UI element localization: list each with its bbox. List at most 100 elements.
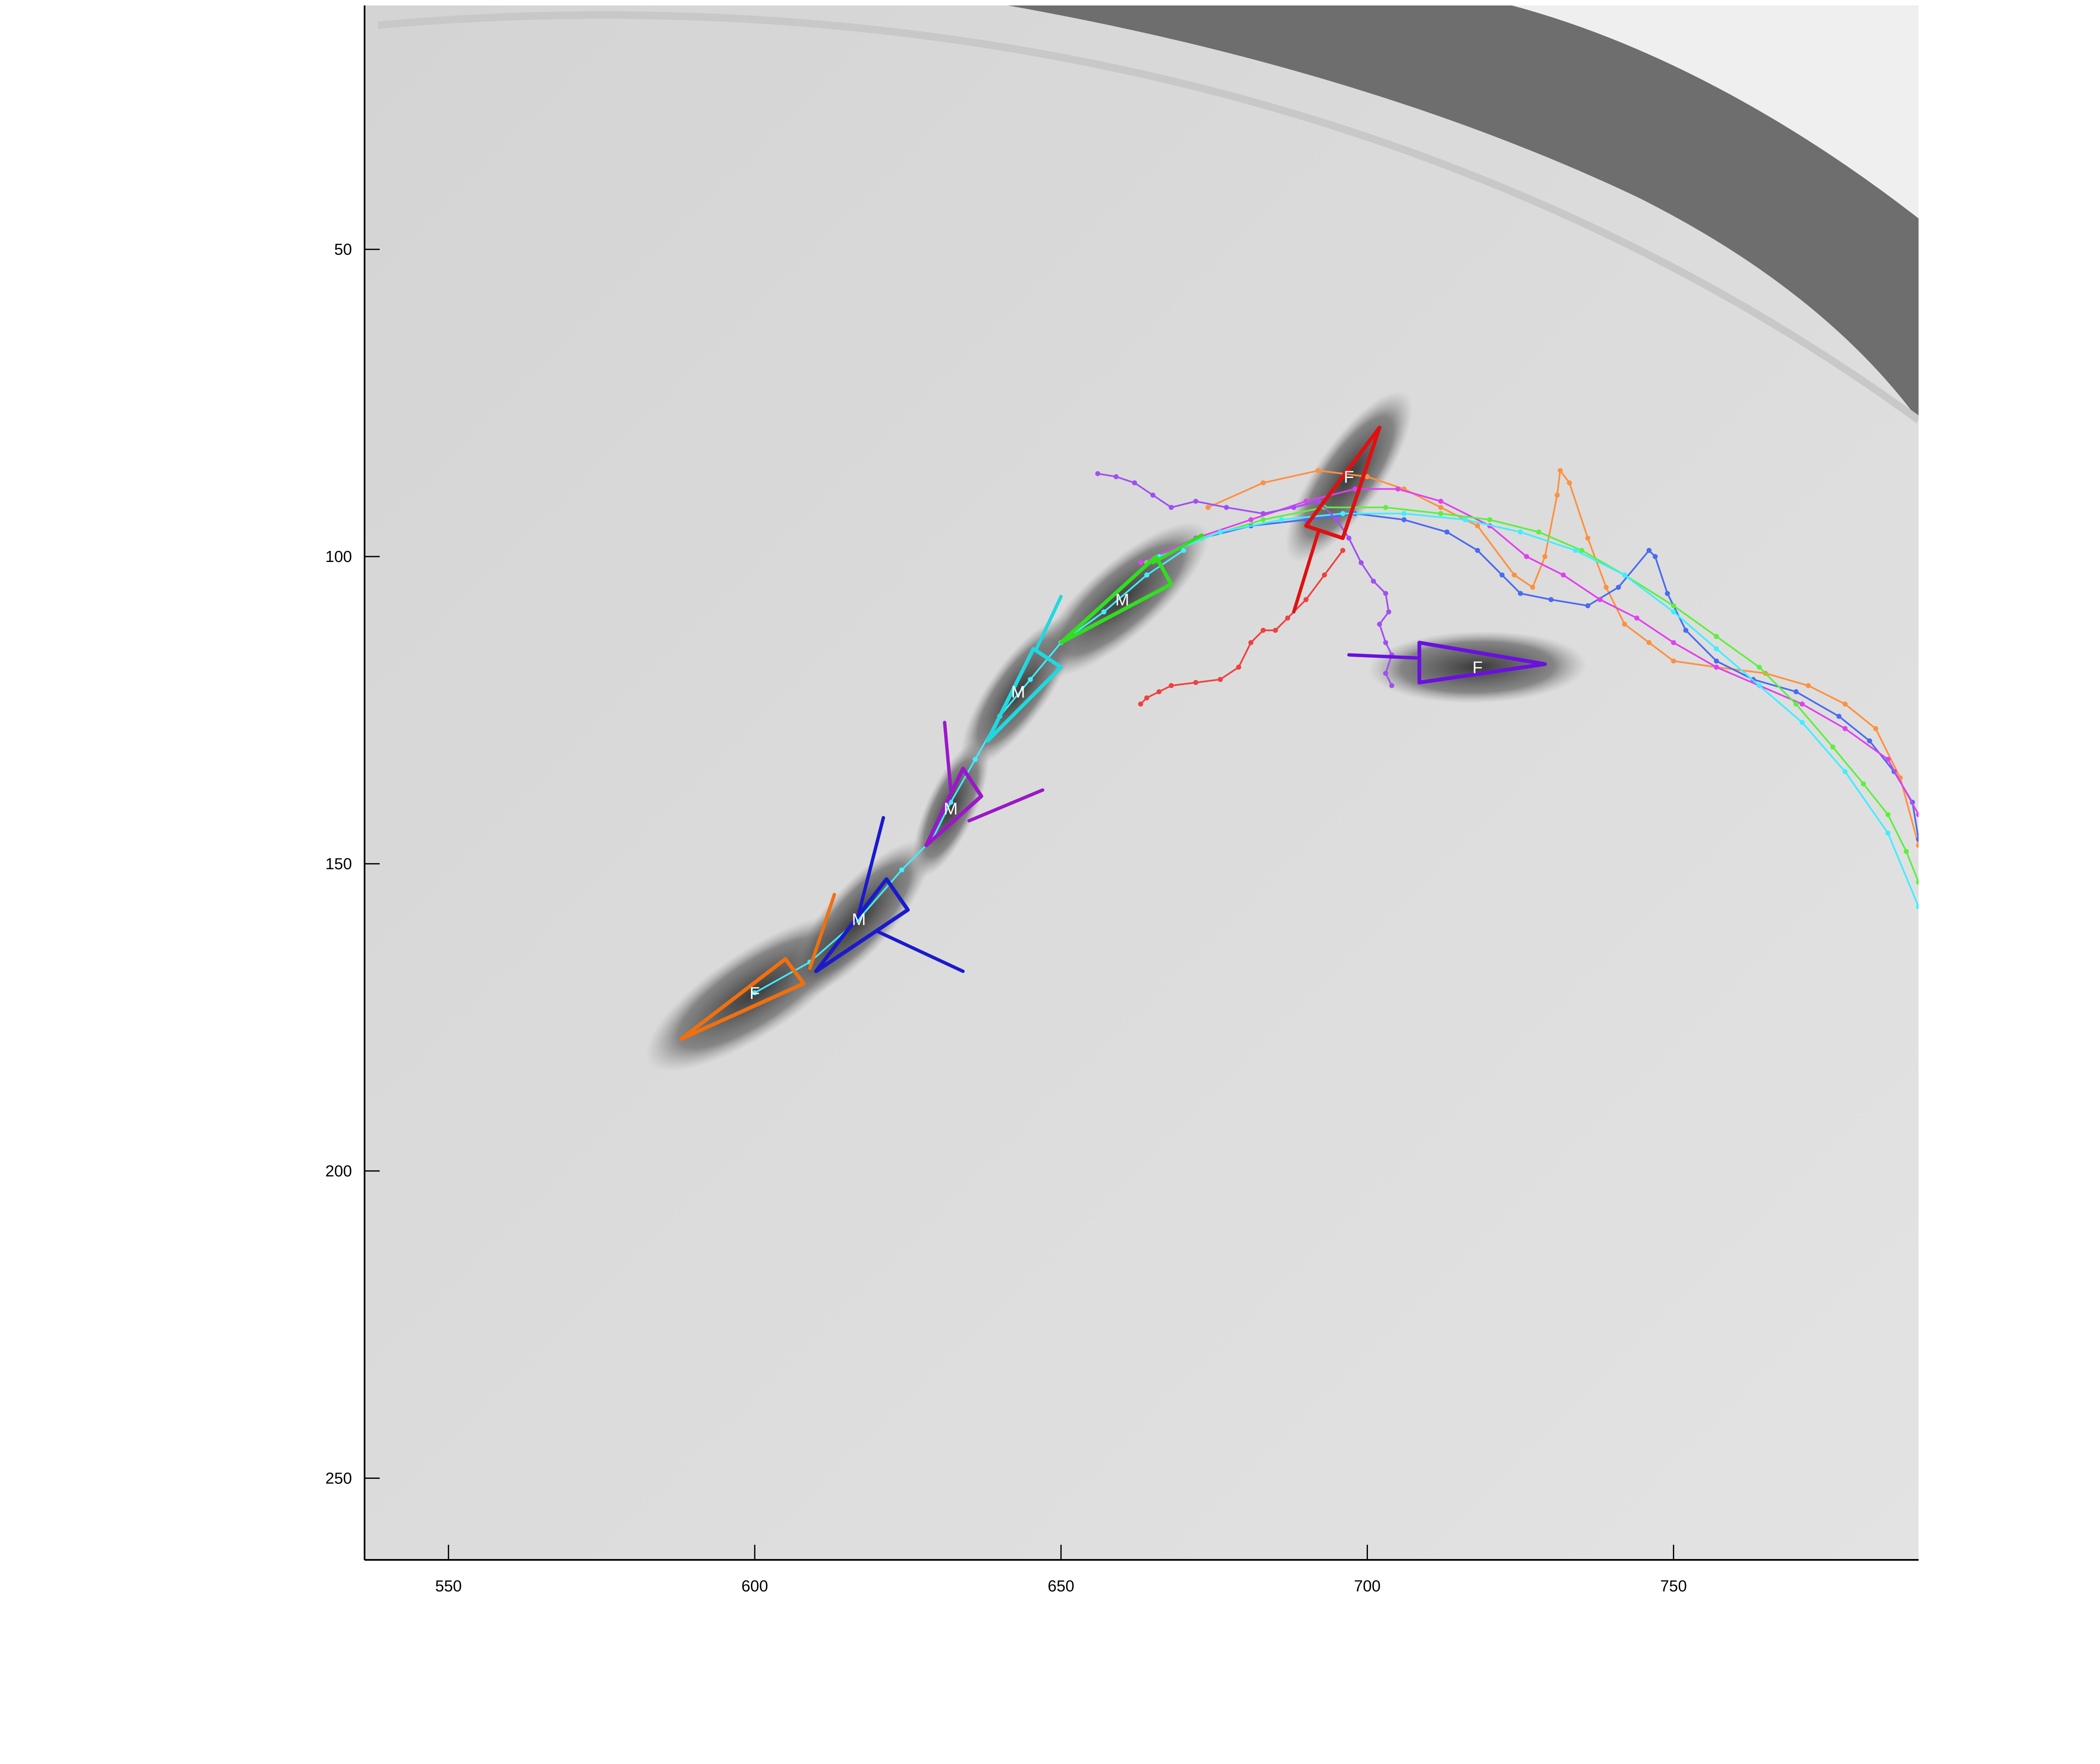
trajectory-point: [1395, 486, 1401, 492]
trajectory-point: [1799, 720, 1805, 725]
fly-sex-label: F: [750, 984, 760, 1003]
trajectory-point: [1916, 904, 1919, 909]
trajectory-point: [1579, 548, 1584, 553]
trajectory-point: [1383, 591, 1389, 596]
fly-wing-line: [857, 816, 885, 915]
fly-wing-line: [875, 929, 965, 973]
trajectory-point: [1916, 879, 1919, 885]
trajectory-point: [1548, 597, 1554, 602]
trajectory-point: [1861, 781, 1866, 787]
x-ticks: 550 600 650 700 750: [435, 1545, 1687, 1595]
fly-sex-label: M: [1011, 683, 1025, 701]
trajectory-point: [1168, 683, 1174, 688]
trajectory-point: [1499, 572, 1505, 578]
trajectory-point: [1340, 511, 1346, 516]
trajectory-point: [1671, 640, 1676, 645]
trajectory-point: [1512, 572, 1517, 578]
trajectory-point: [1585, 536, 1591, 541]
trajectory-point: [1714, 664, 1719, 670]
trajectory-point: [1377, 622, 1382, 627]
trajectory-point: [1236, 664, 1242, 670]
y-tick-label: 200: [326, 1163, 352, 1180]
fly-triangle: [985, 647, 1063, 743]
trajectory-point: [1132, 480, 1137, 486]
trajectory-point: [1322, 572, 1327, 578]
trajectory-point: [1401, 511, 1407, 516]
trajectory-point: [1386, 609, 1391, 614]
fly-sex-label: F: [1473, 658, 1483, 677]
trajectory-point: [1260, 627, 1266, 633]
trajectory-point: [1438, 511, 1444, 516]
trajectory-point: [1285, 615, 1290, 621]
y-tick-label: 150: [326, 856, 352, 873]
trajectory-point: [1401, 517, 1407, 522]
trajectory-point: [1144, 572, 1150, 578]
trajectory-point: [1842, 701, 1848, 707]
trajectory-point: [1181, 548, 1186, 553]
trajectory-point: [1842, 769, 1848, 774]
trajectory-point: [1542, 554, 1548, 559]
trajectory-point: [1557, 468, 1563, 473]
trajectory-point: [1714, 658, 1719, 664]
trajectory-point: [1671, 609, 1676, 614]
arena-rim-line: [378, 11, 1919, 423]
fly-sex-label: M: [1115, 591, 1129, 609]
trajectory-point: [1218, 677, 1223, 682]
trajectory-point: [1830, 744, 1835, 750]
trajectory-point: [1462, 517, 1468, 522]
trajectory-point: [1101, 609, 1107, 614]
trajectory-point: [1095, 471, 1100, 476]
trajectory-point: [1389, 683, 1394, 688]
trajectory-point: [1205, 505, 1211, 510]
trajectory-point: [1836, 714, 1842, 719]
trajectory-point: [1604, 585, 1609, 590]
trajectory-point: [1714, 646, 1719, 651]
trajectory-point: [1842, 726, 1848, 731]
trajectory-point: [1193, 680, 1199, 685]
y-tick-label: 250: [326, 1470, 352, 1487]
fly-body-shadow: [1368, 631, 1587, 704]
fly-body-shadow: [1035, 521, 1209, 678]
trajectory-point: [1616, 585, 1621, 590]
trajectory-point: [1028, 677, 1033, 682]
fly-triangle: [1059, 554, 1173, 645]
trajectory-point: [1150, 492, 1155, 498]
trajectory-point: [1799, 701, 1805, 707]
trajectory-point: [1756, 683, 1762, 688]
trajectory-point: [973, 756, 978, 762]
trajectory-point: [1303, 517, 1309, 522]
fly-triangle: [1417, 640, 1547, 685]
trajectory-point: [1352, 486, 1358, 492]
y-tick-label: 50: [334, 241, 352, 259]
trajectory-point: [1622, 572, 1627, 578]
trajectory-point: [1671, 603, 1676, 609]
trajectory-point: [1438, 499, 1444, 504]
trajectory-point: [1756, 664, 1762, 670]
trajectory-point: [1223, 505, 1229, 510]
trajectory-point: [1358, 560, 1364, 565]
trajectory-point: [1371, 578, 1376, 584]
trajectory-point: [1365, 474, 1370, 480]
trajectory-point: [1646, 548, 1652, 553]
trajectory-point: [1867, 738, 1872, 744]
fly-sex-label: F: [1344, 468, 1354, 486]
fly-triangle: [1304, 425, 1382, 540]
trajectory-point: [1346, 536, 1352, 541]
trajectory-point: [1303, 597, 1309, 602]
trajectory-point: [1793, 689, 1799, 694]
image-background: F M M M M F F: [365, 5, 1919, 1560]
axes: F M M M M F F 550 600 650 700 750 50 100 150 200 250: [326, 5, 1919, 1595]
trajectory-point: [1683, 627, 1688, 633]
trajectory-point: [1138, 560, 1143, 565]
fly-triangle: [679, 957, 806, 1041]
trajectory-point: [1144, 695, 1150, 701]
trajectory-point: [1806, 683, 1811, 688]
trajectory-point: [1885, 812, 1891, 817]
trajectory-point: [1634, 615, 1640, 621]
x-tick-label: 550: [435, 1578, 462, 1595]
trajectory-point: [1671, 658, 1676, 664]
trajectory-point: [1279, 517, 1284, 522]
trajectory-point: [1524, 554, 1529, 559]
trajectory-point: [1138, 701, 1143, 707]
